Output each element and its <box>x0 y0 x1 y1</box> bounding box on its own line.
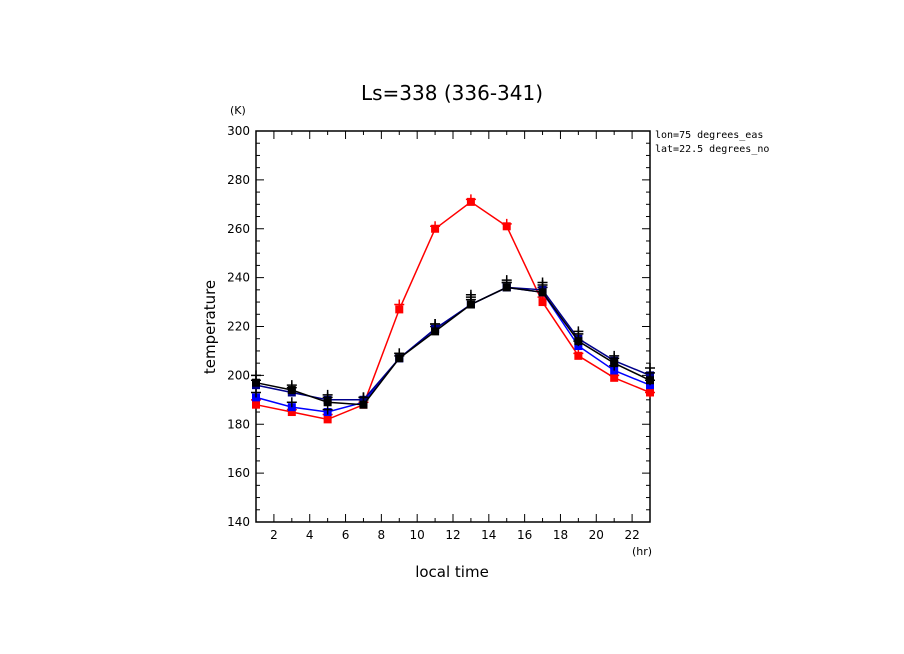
scatter-mark <box>358 392 369 403</box>
y-tick-labels: 140 160 180 200 220 240 260 280 300 <box>227 124 250 529</box>
x-tick-label: 18 <box>553 528 568 542</box>
y-tick-label: 180 <box>227 417 250 431</box>
y-tick-label: 300 <box>227 124 250 138</box>
data-point <box>646 376 654 385</box>
x-unit-label: (hr) <box>632 545 652 558</box>
chart-title: Ls=338 (336-341) <box>361 81 543 105</box>
y-tick-label: 260 <box>227 222 250 236</box>
y-unit-label: (K) <box>230 104 246 117</box>
x-tick-label: 22 <box>624 528 639 542</box>
scatter-mark <box>609 350 620 361</box>
scatter-mark <box>286 397 297 408</box>
scatter-mark <box>286 380 297 391</box>
y-tick-label: 240 <box>227 271 250 285</box>
x-tick-label: 6 <box>342 528 350 542</box>
annotation-lat: lat=22.5 degrees_no <box>655 144 769 155</box>
scatter-mark <box>645 363 655 374</box>
x-tick-label: 2 <box>270 528 278 542</box>
y-axis-label: temperature <box>201 280 219 374</box>
scatter-mark <box>501 218 512 229</box>
x-tick-label: 10 <box>410 528 425 542</box>
series-line <box>255 286 651 406</box>
scatter-mark <box>573 326 584 337</box>
scatter-mark <box>465 194 476 205</box>
y-tick-label: 280 <box>227 173 250 187</box>
data-point <box>466 300 475 309</box>
x-tick-label: 12 <box>445 528 460 542</box>
scatter-mark <box>394 299 405 310</box>
data-point <box>538 288 547 297</box>
series-line <box>255 200 651 421</box>
scatter-mark <box>430 319 441 330</box>
x-axis-label: local time <box>415 563 489 581</box>
x-tick-label: 8 <box>378 528 386 542</box>
annotation-lon: lon=75 degrees_eas <box>655 130 763 141</box>
data-point <box>431 327 440 336</box>
x-tick-labels: 2 4 6 8 10 12 14 16 18 20 22 <box>270 528 640 542</box>
data-point <box>359 400 368 409</box>
scatter-mark <box>322 389 333 400</box>
scatter-mark <box>537 277 548 288</box>
scatter-mark <box>501 275 512 286</box>
series-line <box>255 286 651 401</box>
x-tick-label: 14 <box>481 528 496 542</box>
series-3 <box>251 275 655 409</box>
y-tick-label: 220 <box>227 320 250 334</box>
data-point <box>610 359 619 368</box>
scatter-mark <box>465 289 476 300</box>
x-tick-label: 20 <box>589 528 604 542</box>
data-point <box>323 398 332 407</box>
x-tick-label: 16 <box>517 528 532 542</box>
series-layer <box>251 194 655 424</box>
scatter-mark <box>430 221 441 232</box>
y-tick-label: 200 <box>227 368 250 382</box>
data-point <box>502 283 511 292</box>
scatter-mark <box>251 370 261 381</box>
y-tick-label: 160 <box>227 466 250 480</box>
scatter-mark <box>394 348 405 359</box>
x-tick-label: 4 <box>306 528 314 542</box>
data-point <box>252 378 260 387</box>
y-tick-label: 140 <box>227 515 250 529</box>
data-point <box>574 337 583 346</box>
